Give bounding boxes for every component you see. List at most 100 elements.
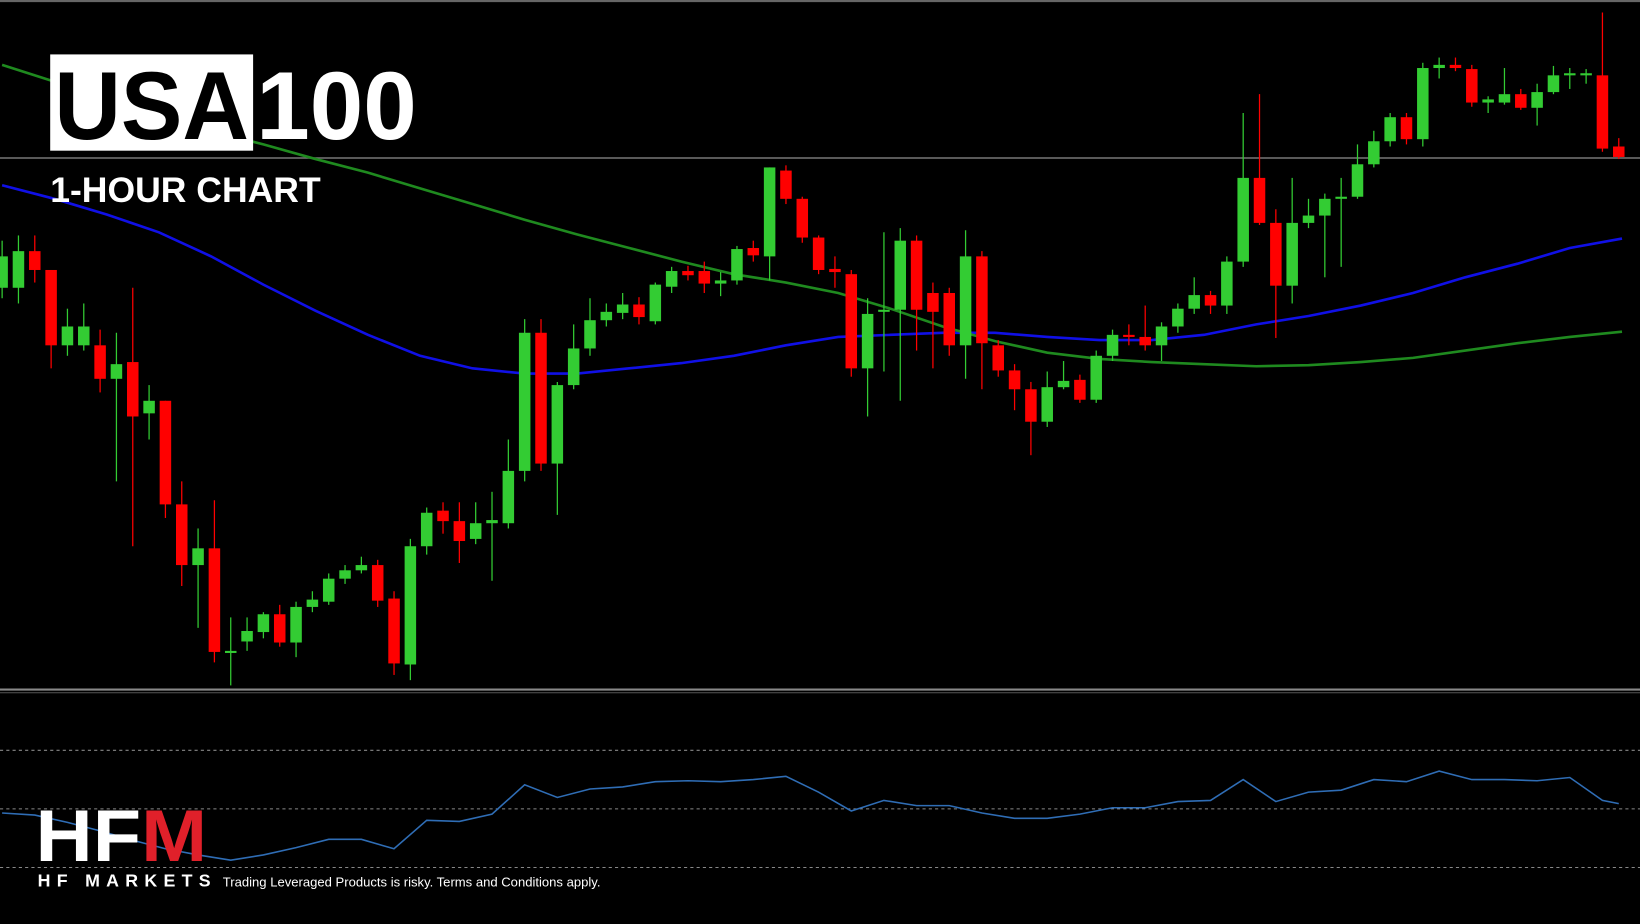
candle-body [45, 269, 57, 346]
candle-body [94, 345, 106, 379]
candle-body [1368, 141, 1380, 165]
candle-body [371, 565, 384, 601]
chart-subtitle: 1-HOUR CHART [50, 170, 321, 210]
candle-body [1547, 75, 1560, 93]
title-box [50, 54, 254, 151]
candle-body [61, 326, 74, 346]
candle-body [29, 251, 41, 270]
candle-body [257, 614, 270, 633]
candle-body [1139, 336, 1151, 346]
candle-body [388, 598, 400, 664]
candle-body [551, 385, 564, 464]
candle-body [780, 170, 792, 199]
candle-body [992, 345, 1004, 371]
candle-body [78, 326, 90, 346]
candle-body [731, 249, 743, 281]
candle-body [829, 268, 841, 273]
candle-body [355, 565, 368, 571]
candle-body [1155, 326, 1168, 346]
candle-body [322, 578, 335, 602]
candle-body [502, 470, 515, 524]
candle-body [1515, 94, 1527, 108]
candle-body [698, 271, 711, 284]
candle-body [633, 304, 645, 318]
candle-body [959, 256, 972, 346]
oscillator-panel [0, 749, 1640, 869]
disclaimer: Trading Leveraged Products is risky. Ter… [223, 874, 601, 889]
candle-body [143, 400, 155, 414]
title-block: USA 100 1-HOUR CHART [50, 53, 417, 210]
moving-average [1, 183, 1623, 375]
candle-body [1302, 215, 1315, 223]
candle-body [1057, 380, 1070, 388]
candle-body [518, 332, 531, 471]
candle-body [1008, 370, 1021, 390]
candle-body [0, 256, 8, 288]
candle-body [486, 520, 498, 524]
candle-body [861, 313, 874, 369]
candle-body [649, 284, 662, 322]
candle-body [976, 256, 988, 344]
candle-body [1351, 164, 1364, 197]
candle-body [812, 237, 825, 270]
candle-body [1172, 308, 1184, 327]
candle-body [1564, 73, 1576, 76]
candle-body [420, 512, 433, 547]
candle-body [12, 251, 25, 288]
candle-body [1237, 177, 1249, 262]
candle-body [1123, 334, 1135, 337]
chart-title-suffix: 100 [256, 53, 417, 160]
branding: HFM HF MARKETS Trading Leveraged Product… [36, 795, 601, 890]
candle-body [747, 248, 760, 256]
candle-body [1482, 99, 1494, 103]
candle-body [796, 198, 809, 238]
chart-title: USA [54, 53, 249, 160]
candle-body [1580, 73, 1592, 76]
candle-body [1188, 295, 1200, 309]
candle-body [927, 293, 939, 312]
candle-body [1400, 117, 1413, 140]
candle-body [1319, 198, 1331, 216]
candle-body [290, 606, 302, 643]
candle-body [1335, 196, 1347, 199]
price-panel [0, 12, 1640, 686]
oscillator-line [2, 770, 1619, 861]
candle-body [127, 362, 139, 417]
candle-body [1613, 146, 1625, 157]
candle-body [175, 504, 188, 566]
candle-body [1041, 387, 1053, 422]
candle-body [1270, 222, 1282, 286]
candle-body [1253, 177, 1266, 223]
candle-body [878, 309, 890, 312]
candle-body [1531, 92, 1543, 108]
moving-average [1, 63, 1623, 368]
candle-body [453, 521, 466, 542]
candle-body [665, 271, 678, 287]
candle-body [1090, 355, 1102, 400]
candle-body [339, 570, 351, 579]
candle-body [273, 614, 286, 643]
candle-body [1596, 75, 1609, 149]
candle-body [763, 167, 776, 257]
candle-body [1106, 334, 1119, 356]
candle-body [1449, 64, 1462, 69]
candle-body [600, 311, 613, 321]
candle-body [1025, 389, 1037, 422]
candle-body [469, 523, 482, 539]
candle-body [910, 240, 923, 310]
candle-body [535, 332, 547, 464]
candle-body [567, 348, 580, 386]
candle-body [894, 240, 907, 310]
candle-body [110, 364, 123, 379]
candle-body [943, 293, 956, 346]
candle-body [1204, 295, 1217, 306]
candle-body [845, 274, 858, 369]
candle-body [1466, 69, 1478, 103]
candle-body [1498, 94, 1511, 103]
candle-body [306, 599, 319, 607]
logo: HFM [36, 795, 208, 877]
candle-body [616, 304, 629, 313]
